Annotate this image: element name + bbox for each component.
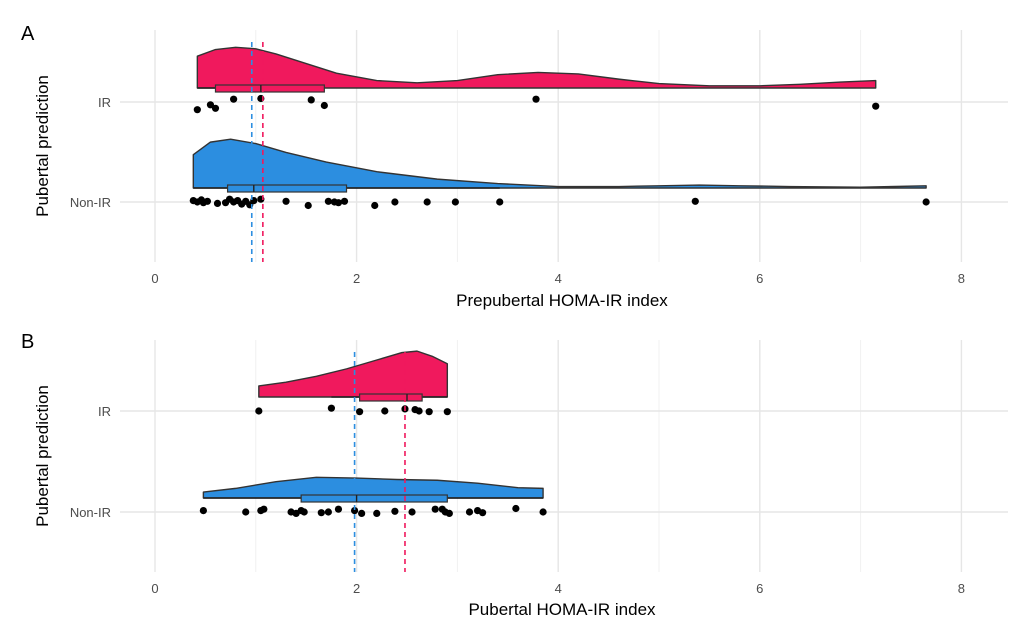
x-tick-label: 2	[353, 581, 360, 596]
density-cloud	[258, 350, 449, 398]
box-iqr	[214, 84, 325, 93]
x-tick-label: 8	[958, 581, 965, 596]
data-point	[408, 508, 416, 516]
data-point	[872, 102, 880, 110]
data-point	[443, 408, 451, 416]
x-tick-label: 0	[151, 271, 158, 286]
x-tick-label: 6	[756, 581, 763, 596]
y-tick-label: Non-IR	[70, 195, 111, 210]
data-point	[415, 407, 423, 415]
data-point	[307, 96, 315, 104]
data-point	[532, 95, 540, 103]
data-point	[242, 508, 250, 516]
data-point	[317, 509, 325, 517]
data-point	[300, 508, 308, 516]
data-point	[371, 201, 379, 210]
data-point	[496, 198, 504, 206]
data-point	[465, 508, 474, 516]
data-point	[512, 504, 520, 513]
data-point	[922, 198, 930, 206]
data-point	[193, 106, 201, 114]
x-axis-title: Pubertal HOMA-IR index	[468, 600, 656, 619]
density-cloud	[202, 476, 544, 499]
box-iqr	[300, 494, 448, 503]
data-point	[255, 407, 263, 415]
panel-label: A	[21, 23, 35, 45]
data-point	[211, 104, 220, 112]
data-point	[479, 509, 487, 517]
data-point	[451, 198, 459, 206]
data-point	[260, 505, 268, 513]
x-tick-label: 6	[756, 271, 763, 286]
x-tick-label: 0	[151, 581, 158, 596]
data-point	[373, 509, 381, 517]
data-point	[539, 508, 547, 516]
y-axis-title: Pubertal prediction	[33, 75, 52, 217]
data-point	[431, 505, 439, 513]
y-tick-label: IR	[98, 95, 111, 110]
box-iqr	[226, 184, 348, 193]
data-point	[213, 199, 222, 207]
data-point	[350, 507, 359, 515]
data-point	[391, 198, 399, 206]
x-tick-label: 2	[353, 271, 360, 286]
box-iqr	[359, 393, 423, 402]
x-tick-label: 8	[958, 271, 965, 286]
data-point	[282, 197, 290, 205]
panel-a: A 0 2 4 6 8 IR Non-IR Prepubertal HOMA-IR index P…	[21, 23, 1008, 310]
data-point	[391, 507, 399, 515]
data-point	[381, 407, 389, 415]
data-point	[203, 197, 212, 205]
x-axis-title: Prepubertal HOMA-IR index	[456, 291, 668, 310]
data-point	[423, 198, 431, 206]
data-point	[199, 507, 207, 515]
data-point	[327, 404, 335, 412]
data-point	[356, 408, 364, 416]
panel-b: B 0 2 4 6 8 IR Non-IR Pubertal HOMA-IR index Pube…	[21, 331, 1008, 619]
y-tick-label: IR	[98, 404, 111, 419]
data-point	[304, 201, 312, 210]
data-point	[334, 505, 343, 513]
data-point	[324, 197, 332, 205]
panel-label: B	[21, 331, 34, 353]
data-point	[320, 101, 328, 110]
x-tick-label: 4	[555, 271, 562, 286]
x-tick-label: 4	[555, 581, 562, 596]
data-point	[340, 197, 349, 205]
y-axis-title: Pubertal prediction	[33, 385, 52, 527]
data-point	[206, 101, 215, 109]
data-point	[358, 509, 366, 517]
density-cloud	[196, 46, 877, 89]
data-point	[230, 95, 238, 103]
density-cloud	[192, 138, 927, 189]
data-point	[425, 408, 433, 416]
data-point	[324, 508, 332, 516]
data-point	[334, 199, 343, 207]
data-point	[691, 197, 699, 205]
data-point	[445, 509, 453, 517]
y-tick-label: Non-IR	[70, 505, 111, 520]
